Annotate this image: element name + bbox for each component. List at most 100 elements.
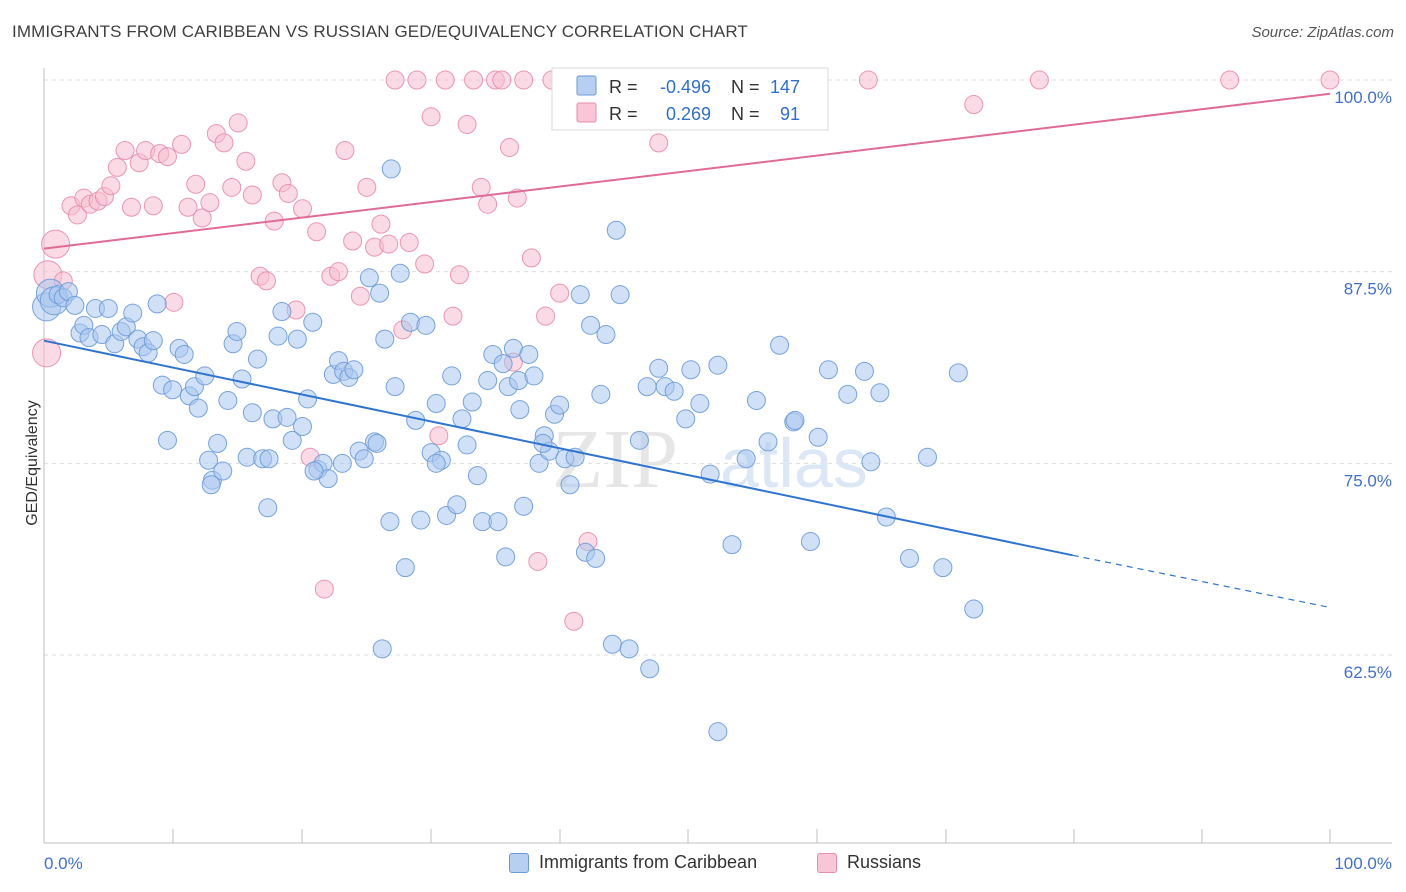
data-point [462,392,482,412]
x-tick-label-max: 100.0% [1334,854,1392,873]
data-point [637,377,657,397]
data-point [213,461,233,481]
caribbean-points [32,159,984,742]
data-point [247,349,267,369]
data-point [208,433,228,453]
data-point [528,551,548,571]
data-point [596,325,616,345]
data-point [429,426,449,446]
y-tick-label: 87.5% [1344,280,1392,299]
stats-legend-box [551,67,829,131]
data-point [649,358,669,378]
data-point [399,233,419,253]
data-point [464,70,484,90]
y-tick-label: 75.0% [1344,471,1392,490]
data-point [770,335,790,355]
legend-r-value-1: -0.496 [660,77,711,97]
data-point [228,113,248,133]
data-point [1320,70,1340,90]
data-point [529,453,549,473]
data-point [174,344,194,364]
data-point [401,312,421,332]
data-point [640,659,660,679]
data-point [861,452,881,472]
x-axis-ticks [43,829,1331,843]
data-point [411,510,431,530]
data-point [268,326,288,346]
data-point [785,410,805,430]
legend-item-caribbean: Immigrants from Caribbean [509,852,757,873]
data-point [172,134,192,154]
data-point [581,315,601,335]
data-point [917,447,937,467]
data-point [1029,70,1049,90]
legend-r-label-2: R = [609,104,638,124]
trend-line-russians [43,92,1331,250]
data-point [560,475,580,495]
data-point [157,430,177,450]
data-point [736,449,756,469]
data-point [664,381,684,401]
data-point [314,579,334,599]
data-point [201,475,221,495]
x-tick-label-min: 0.0% [44,854,83,873]
data-point [328,262,348,282]
legend-label-caribbean: Immigrants from Caribbean [539,852,758,872]
data-point [303,312,323,332]
data-point [421,107,441,127]
chart-title: IMMIGRANTS FROM CARIBBEAN VS RUSSIAN GED… [12,22,748,41]
data-point [65,295,85,315]
legend-r-label-1: R = [609,77,638,97]
data-point [452,409,472,429]
data-point [41,229,71,259]
data-point [818,360,838,380]
stats-legend: R = -0.496 N = 147 R = 0.269 N = 91 [551,67,829,131]
data-point [350,286,370,306]
legend-item-russians: Russians [817,852,921,873]
data-point [416,315,436,335]
data-point [227,321,247,341]
data-point [236,151,256,171]
data-point [370,283,390,303]
data-point [143,331,163,351]
y-tick-labels: 62.5% 75.0% 87.5% 100.0% [1334,88,1392,682]
data-point [242,185,262,205]
data-point [375,329,395,349]
data-point [550,395,570,415]
y-tick-label: 62.5% [1344,663,1392,682]
data-point [343,231,363,251]
data-point [426,453,446,473]
data-point [218,390,238,410]
data-point [372,639,392,659]
data-point [800,532,820,552]
data-point [471,177,491,197]
data-point [1220,70,1240,90]
data-point [354,449,374,469]
data-point [536,306,556,326]
data-point [256,271,276,291]
data-point [449,265,469,285]
data-point [478,194,498,214]
data-point [415,254,435,274]
data-point [619,639,639,659]
data-point [92,325,112,345]
legend-swatch-russians-bottom [817,852,837,873]
data-point [435,70,455,90]
data-point [292,417,312,437]
data-point [899,548,919,568]
data-point [514,70,534,90]
data-point [407,70,427,90]
legend-swatch-caribbean-bottom [509,852,529,873]
data-point [676,409,696,429]
legend-n-value-1: 147 [770,77,800,97]
data-point [602,634,622,654]
data-point [332,453,352,473]
y-tick-label: 100.0% [1334,88,1392,107]
data-point [381,159,401,179]
data-point [186,174,206,194]
data-point [649,133,669,153]
data-point [188,398,208,418]
legend-swatch-caribbean [576,75,597,96]
source-label: Source: ZipAtlas.com [1251,24,1394,41]
data-point [123,303,143,323]
